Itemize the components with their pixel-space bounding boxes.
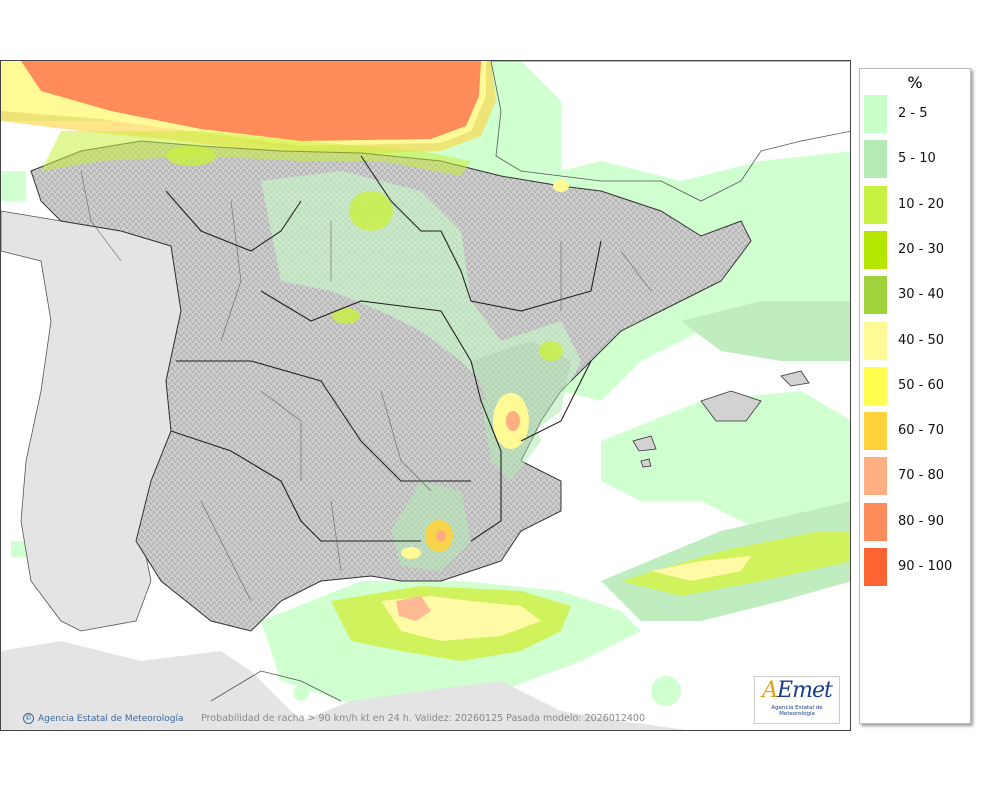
regional-borders: [165, 155, 602, 542]
legend-swatch: [864, 548, 887, 586]
legend-item: 20 - 30: [864, 230, 968, 269]
legend-item: 40 - 50: [864, 321, 968, 360]
copyright-icon: ©: [23, 713, 34, 724]
legend-item: 80 - 90: [864, 502, 968, 541]
spain-mainland: [30, 140, 752, 632]
legend-label: 50 - 60: [898, 377, 945, 393]
aemet-logo: AEmet Agencia Estatal de Meteorología: [754, 676, 840, 724]
agency-credit: © Agencia Estatal de Meteorología: [23, 713, 184, 724]
map-caption: Probabilidad de racha > 90 km/h kt en 24…: [201, 713, 646, 724]
legend-swatch: [864, 230, 887, 269]
legend-swatch: [864, 95, 887, 133]
legend-label: 80 - 90: [898, 513, 945, 529]
forecast-map: © Agencia Estatal de Meteorología Probabi…: [0, 60, 851, 731]
legend-item: 50 - 60: [864, 366, 968, 405]
balearic-islands: [632, 370, 810, 468]
map-canvas: [1, 61, 850, 730]
legend-item: 90 - 100: [864, 548, 968, 586]
legend-swatch: [864, 276, 887, 315]
legend-label: 90 - 100: [898, 559, 953, 574]
legend-label: 60 - 70: [898, 423, 945, 439]
legend-label: 70 - 80: [898, 468, 945, 484]
legend-swatch: [864, 140, 887, 179]
legend-title: %: [907, 73, 923, 92]
legend-item: 30 - 40: [864, 276, 968, 315]
provincial-borders: [80, 170, 652, 602]
legend-label: 20 - 30: [898, 241, 945, 257]
legend-item: 5 - 10: [864, 140, 968, 179]
legend-label: 2 - 5: [898, 106, 928, 121]
legend-swatch: [864, 502, 887, 541]
legend: % 2 - 5 5 - 10 10 - 20 20 - 30 30 - 40 40 - 5…: [859, 68, 971, 724]
legend-swatch: [864, 366, 887, 405]
north-africa: [1, 641, 687, 730]
legend-swatch: [864, 185, 887, 224]
legend-label: 40 - 50: [898, 332, 945, 348]
legend-item: 10 - 20: [864, 185, 968, 224]
legend-item: 2 - 5: [864, 95, 968, 133]
legend-swatch: [864, 412, 887, 451]
legend-swatch: [864, 321, 887, 360]
legend-item: 70 - 80: [864, 457, 968, 496]
legend-label: 30 - 40: [898, 287, 945, 303]
agency-credit-label: Agencia Estatal de Meteorología: [38, 714, 184, 724]
legend-label: 5 - 10: [898, 151, 936, 167]
land-hotspots: [166, 146, 569, 559]
france-coast: [490, 61, 850, 202]
legend-item: 60 - 70: [864, 412, 968, 451]
legend-label: 10 - 20: [898, 196, 945, 212]
legend-swatch: [864, 457, 887, 496]
